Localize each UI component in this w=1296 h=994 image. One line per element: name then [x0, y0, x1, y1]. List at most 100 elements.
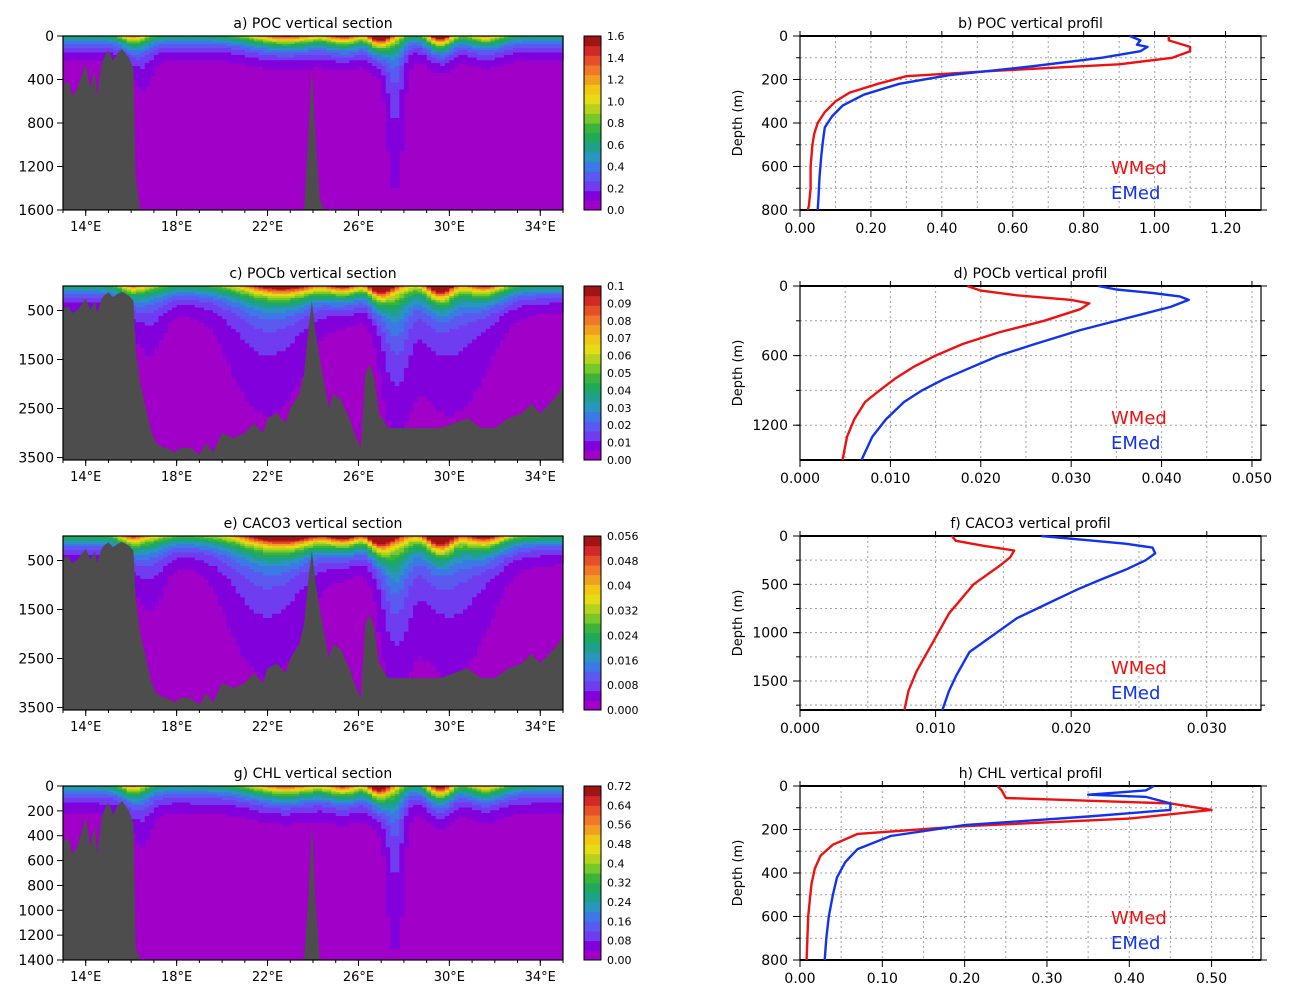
field-cell	[290, 288, 296, 290]
field-cell	[413, 37, 419, 39]
field-cell	[403, 335, 410, 341]
field-cell	[358, 39, 364, 42]
field-cell	[476, 332, 482, 337]
field-cell	[135, 42, 141, 45]
field-cell	[313, 290, 319, 293]
field-cell	[353, 286, 360, 288]
field-cell	[481, 292, 487, 295]
field-cell	[513, 39, 519, 42]
field-cell	[276, 339, 282, 344]
field-cell	[508, 292, 514, 295]
field-cell	[153, 319, 160, 323]
field-cell	[335, 322, 341, 327]
field-cell	[299, 351, 305, 356]
field-cell	[249, 351, 255, 356]
field-cell	[390, 140, 396, 147]
field-cell	[381, 286, 387, 288]
field-cell	[508, 54, 514, 59]
field-cell	[126, 40, 132, 43]
field-cell	[553, 40, 560, 43]
field-cell	[244, 372, 250, 378]
field-cell	[231, 325, 237, 330]
field-cell	[522, 289, 528, 292]
field-cell	[263, 351, 269, 356]
field-cell	[290, 310, 296, 314]
field-cell	[463, 328, 469, 333]
field-cell	[194, 310, 200, 314]
field-cell	[294, 335, 300, 341]
field-cell	[463, 293, 469, 297]
field-cell	[526, 302, 532, 306]
field-cell	[453, 339, 460, 344]
field-cell	[176, 313, 182, 317]
field-cell	[344, 42, 350, 45]
field-cell	[163, 289, 169, 292]
field-cell	[172, 287, 178, 289]
field-cell	[490, 39, 496, 42]
field-cell	[449, 288, 455, 290]
field-cell	[403, 287, 410, 289]
field-cell	[294, 307, 300, 311]
field-cell	[81, 292, 87, 295]
field-cell	[513, 319, 519, 323]
y-tick-label: 400	[27, 73, 54, 89]
field-cell	[281, 293, 287, 297]
field-cell	[544, 42, 550, 45]
field-cell	[267, 297, 273, 301]
field-cell	[426, 36, 432, 38]
field-cell	[253, 302, 260, 306]
field-cell	[258, 386, 264, 392]
field-cell	[249, 395, 255, 402]
field-cell	[453, 45, 460, 49]
field-cell	[149, 69, 155, 73]
field-cell	[131, 38, 137, 40]
field-cell	[140, 60, 146, 64]
field-cell	[213, 50, 219, 54]
field-cell	[299, 288, 305, 290]
field-cell	[203, 36, 210, 38]
field-cell	[467, 52, 473, 56]
field-cell	[494, 335, 500, 341]
field-cell	[331, 300, 337, 304]
field-cell	[426, 293, 432, 297]
field-cell	[244, 38, 250, 40]
field-cell	[317, 57, 323, 61]
field-cell	[240, 332, 246, 337]
field-cell	[508, 313, 514, 317]
field-cell	[222, 47, 228, 51]
field-cell	[458, 36, 464, 38]
field-cell	[499, 300, 505, 304]
field-cell	[322, 60, 328, 64]
field-cell	[163, 43, 169, 47]
field-cell	[453, 316, 460, 320]
field-cell	[299, 66, 305, 70]
field-cell	[417, 347, 423, 352]
field-cell	[553, 57, 560, 61]
field-cell	[431, 310, 437, 314]
field-cell	[376, 63, 382, 67]
field-cell	[467, 43, 473, 47]
field-cell	[290, 307, 296, 311]
field-cell	[458, 45, 464, 49]
field-cell	[217, 322, 223, 327]
field-cell	[499, 45, 505, 49]
field-cell	[408, 328, 414, 333]
field-cell	[199, 50, 205, 54]
field-cell	[135, 72, 141, 77]
field-cell	[185, 289, 191, 292]
field-cell	[244, 292, 250, 295]
colorbar-swatch	[584, 132, 601, 143]
field-cell	[367, 39, 373, 42]
field-cell	[335, 39, 341, 42]
field-cell	[531, 52, 537, 56]
field-cell	[253, 359, 260, 365]
colorbar-swatch	[584, 113, 601, 124]
field-cell	[190, 316, 196, 320]
field-cell	[140, 72, 146, 77]
field-cell	[313, 302, 319, 306]
field-cell	[263, 45, 269, 49]
field-cell	[444, 363, 450, 369]
field-cell	[276, 351, 282, 356]
panel-title: b) POC vertical profil	[958, 16, 1103, 32]
